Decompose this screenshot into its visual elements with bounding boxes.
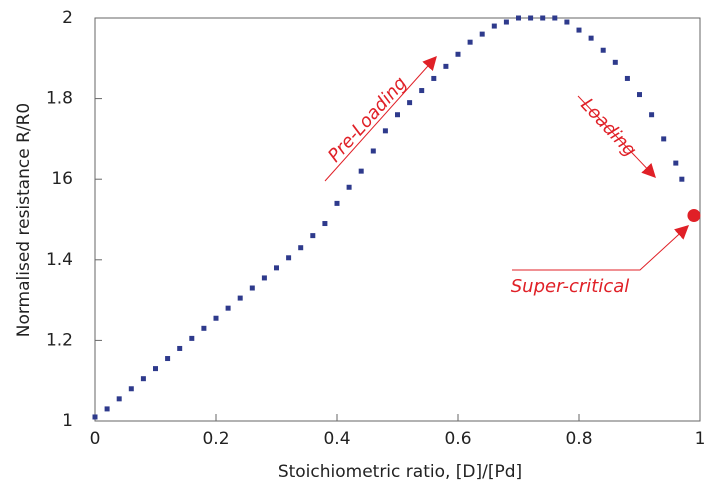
data-point bbox=[370, 148, 376, 154]
data-point bbox=[153, 366, 158, 372]
data-point bbox=[491, 23, 497, 29]
data-point bbox=[455, 51, 461, 57]
data-point bbox=[92, 414, 98, 420]
x-tick-label: 0.4 bbox=[323, 429, 350, 449]
pre-loading-arrow bbox=[324, 55, 437, 182]
y-tick-label: 1.8 bbox=[46, 89, 73, 109]
data-point bbox=[443, 63, 449, 69]
y-tick-label: 1 bbox=[62, 411, 73, 431]
data-point bbox=[503, 19, 509, 25]
annotation: Loading bbox=[576, 94, 640, 160]
data-point bbox=[298, 245, 304, 251]
data-point bbox=[637, 92, 642, 98]
y-axis-label: Normalised resistance R/R0 bbox=[14, 103, 34, 338]
data-point bbox=[528, 15, 534, 21]
x-tick-label: 0 bbox=[90, 429, 101, 449]
data-point bbox=[322, 221, 328, 227]
y-tick-label: 1.2 bbox=[46, 330, 73, 350]
data-point bbox=[128, 386, 134, 392]
data-point bbox=[334, 200, 340, 206]
annotation: Super-critical bbox=[511, 276, 630, 297]
data-point bbox=[261, 275, 267, 281]
data-point bbox=[225, 305, 231, 311]
y-tick-label: 2 bbox=[62, 8, 73, 28]
data-point bbox=[431, 75, 437, 81]
data-point bbox=[286, 255, 292, 261]
super-critical-arrow bbox=[512, 225, 690, 271]
data-point bbox=[564, 19, 570, 25]
data-point bbox=[516, 15, 521, 21]
x-tick-label: 0.6 bbox=[444, 429, 471, 449]
plot-frame bbox=[94, 17, 701, 422]
data-point bbox=[419, 88, 425, 94]
data-point bbox=[140, 376, 146, 382]
data-point bbox=[552, 15, 558, 21]
data-point bbox=[358, 168, 364, 174]
data-point bbox=[649, 112, 655, 118]
data-point bbox=[540, 15, 546, 21]
x-axis-label: Stoichiometric ratio, [D]/[Pd] bbox=[278, 462, 522, 482]
y-tick-label: 1.4 bbox=[46, 250, 73, 270]
annotation-arrows bbox=[324, 55, 690, 271]
data-point bbox=[165, 356, 171, 362]
x-tick-label: 0.2 bbox=[202, 429, 229, 449]
data-point bbox=[479, 31, 485, 37]
data-point bbox=[310, 233, 316, 239]
x-tick-label: 1 bbox=[695, 429, 704, 449]
data-point bbox=[612, 59, 618, 65]
data-point bbox=[407, 100, 413, 106]
data-point bbox=[661, 136, 667, 142]
data-point bbox=[624, 75, 630, 81]
data-point bbox=[395, 112, 400, 118]
data-point bbox=[177, 345, 183, 351]
data-point bbox=[249, 285, 255, 291]
highlight-point bbox=[687, 208, 701, 222]
data-point bbox=[346, 184, 352, 190]
loading-arrow bbox=[577, 95, 656, 179]
x-tick-label: 0.8 bbox=[565, 429, 592, 449]
data-point bbox=[116, 396, 122, 402]
annotation: Pre-Loading bbox=[324, 73, 411, 167]
data-point bbox=[588, 35, 594, 41]
y-tick-label: 16 bbox=[51, 169, 73, 189]
data-point bbox=[213, 315, 219, 321]
data-point bbox=[600, 47, 606, 53]
data-point bbox=[104, 406, 110, 412]
data-point bbox=[576, 27, 582, 33]
data-point bbox=[237, 295, 243, 301]
data-point bbox=[679, 176, 685, 182]
data-point bbox=[201, 325, 207, 331]
data-point bbox=[274, 265, 279, 271]
data-point bbox=[467, 39, 473, 45]
data-point bbox=[189, 335, 195, 341]
data-point bbox=[382, 128, 388, 134]
data-point bbox=[673, 160, 679, 166]
